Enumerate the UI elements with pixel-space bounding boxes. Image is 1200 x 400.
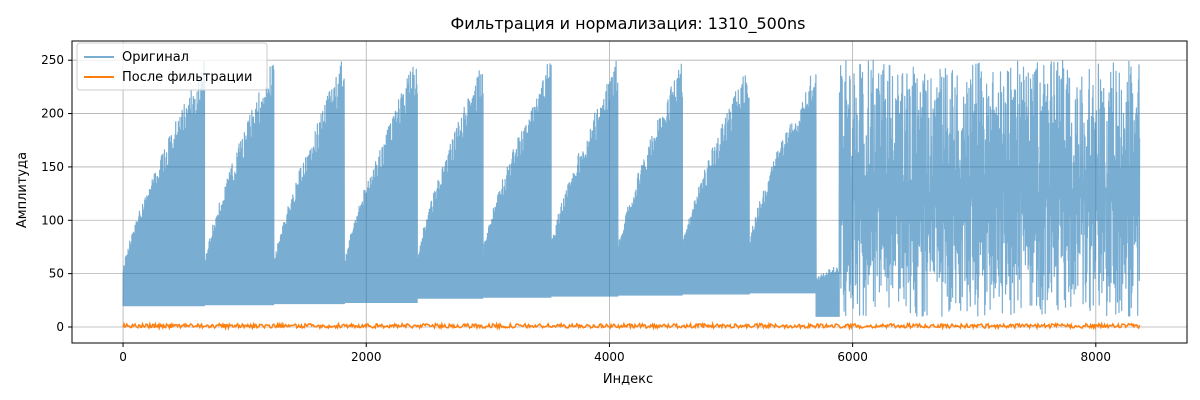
x-axis: 0 2000 4000 6000 8000 [119,343,1111,364]
x-tick-label: 4000 [594,350,625,364]
legend-box [76,42,268,91]
chart-title: Фильтрация и нормализация: 1310_500ns [451,14,806,34]
x-tick-label: 8000 [1081,350,1112,364]
plot-frame [71,40,1188,344]
y-tick-label: 250 [41,53,64,67]
legend-label-original: Оригинал [122,50,189,65]
legend-label-filtered: После фильтрации [122,70,252,85]
x-tick-label: 6000 [837,350,868,364]
x-tick-label: 2000 [351,350,382,364]
y-tick-label: 100 [41,213,64,227]
y-tick-label: 150 [41,160,64,174]
x-tick-label: 0 [119,350,127,364]
x-axis-label: Индекс [603,372,653,387]
y-tick-label: 200 [41,107,64,121]
plot-area [122,59,1141,331]
y-axis-label: Амплитуда [15,152,30,228]
legend: Оригинал После фильтрации [76,42,268,91]
series-filtered-line [122,320,1141,331]
y-axis: 0 50 100 150 200 250 [41,53,72,334]
series-original-line [122,59,1141,317]
y-tick-label: 50 [49,267,64,281]
y-tick-label: 0 [56,320,64,334]
